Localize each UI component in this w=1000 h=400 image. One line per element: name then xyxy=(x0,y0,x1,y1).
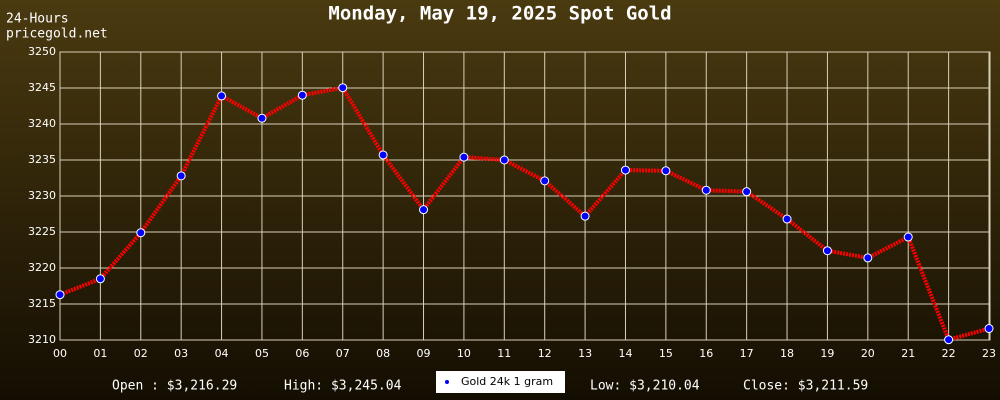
x-tick-label: 14 xyxy=(618,347,632,360)
x-tick-label: 03 xyxy=(174,347,188,360)
data-point xyxy=(580,211,590,221)
x-tick-label: 04 xyxy=(215,347,229,360)
data-point xyxy=(459,152,469,162)
summary-stat: Close: $3,211.59 xyxy=(743,379,868,394)
y-tick-label: 3215 xyxy=(28,297,56,310)
y-tick-label: 3230 xyxy=(28,189,56,202)
data-point xyxy=(95,274,105,284)
x-tick-label: 01 xyxy=(93,347,107,360)
x-tick-label: 00 xyxy=(53,347,67,360)
y-tick-label: 3245 xyxy=(28,81,56,94)
data-point xyxy=(378,150,388,160)
data-point xyxy=(499,155,509,165)
data-point xyxy=(984,324,994,334)
data-point xyxy=(176,171,186,181)
x-tick-label: 19 xyxy=(820,347,834,360)
x-tick-label: 06 xyxy=(295,347,309,360)
summary-stat: Low: $3,210.04 xyxy=(590,379,700,394)
x-tick-label: 09 xyxy=(417,347,431,360)
data-point xyxy=(136,228,146,238)
x-tick-label: 08 xyxy=(376,347,390,360)
x-tick-label: 21 xyxy=(901,347,915,360)
x-tick-label: 20 xyxy=(861,347,875,360)
data-point xyxy=(257,113,267,123)
x-tick-label: 02 xyxy=(134,347,148,360)
chart-title: Monday, May 19, 2025 Spot Gold xyxy=(328,3,671,25)
data-point xyxy=(822,246,832,256)
data-point xyxy=(419,205,429,215)
x-tick-label: 17 xyxy=(740,347,754,360)
data-point xyxy=(338,83,348,93)
summary-stat: Open : $3,216.29 xyxy=(112,379,237,394)
data-point xyxy=(661,166,671,176)
data-point xyxy=(701,185,711,195)
y-tick-label: 3240 xyxy=(28,117,56,130)
data-point xyxy=(540,176,550,186)
data-point xyxy=(620,165,630,175)
x-tick-label: 23 xyxy=(982,347,996,360)
x-tick-label: 15 xyxy=(659,347,673,360)
period-label: 24-Hours xyxy=(6,12,69,27)
x-tick-label: 18 xyxy=(780,347,794,360)
data-point xyxy=(297,90,307,100)
data-point xyxy=(782,214,792,224)
data-point xyxy=(55,290,65,300)
x-tick-label: 22 xyxy=(942,347,956,360)
x-tick-label: 16 xyxy=(699,347,713,360)
x-tick-label: 11 xyxy=(497,347,511,360)
legend-marker xyxy=(445,380,449,384)
y-tick-label: 3235 xyxy=(28,153,56,166)
legend-label: Gold 24k 1 gram xyxy=(461,375,553,388)
data-point xyxy=(863,253,873,263)
y-tick-label: 3210 xyxy=(28,333,56,346)
y-tick-label: 3220 xyxy=(28,261,56,274)
y-tick-label: 3250 xyxy=(28,45,56,58)
data-point xyxy=(944,335,954,345)
x-tick-label: 13 xyxy=(578,347,592,360)
data-point xyxy=(742,187,752,197)
source: pricegold.net xyxy=(6,27,108,42)
x-tick-label: 05 xyxy=(255,347,269,360)
x-tick-label: 12 xyxy=(538,347,552,360)
summary-stat: High: $3,245.04 xyxy=(284,379,402,394)
data-point xyxy=(903,232,913,242)
data-point xyxy=(217,91,227,101)
x-tick-label: 10 xyxy=(457,347,471,360)
series-line xyxy=(59,85,990,343)
legend-box xyxy=(436,371,565,393)
x-tick-label: 07 xyxy=(336,347,350,360)
y-tick-label: 3225 xyxy=(28,225,56,238)
